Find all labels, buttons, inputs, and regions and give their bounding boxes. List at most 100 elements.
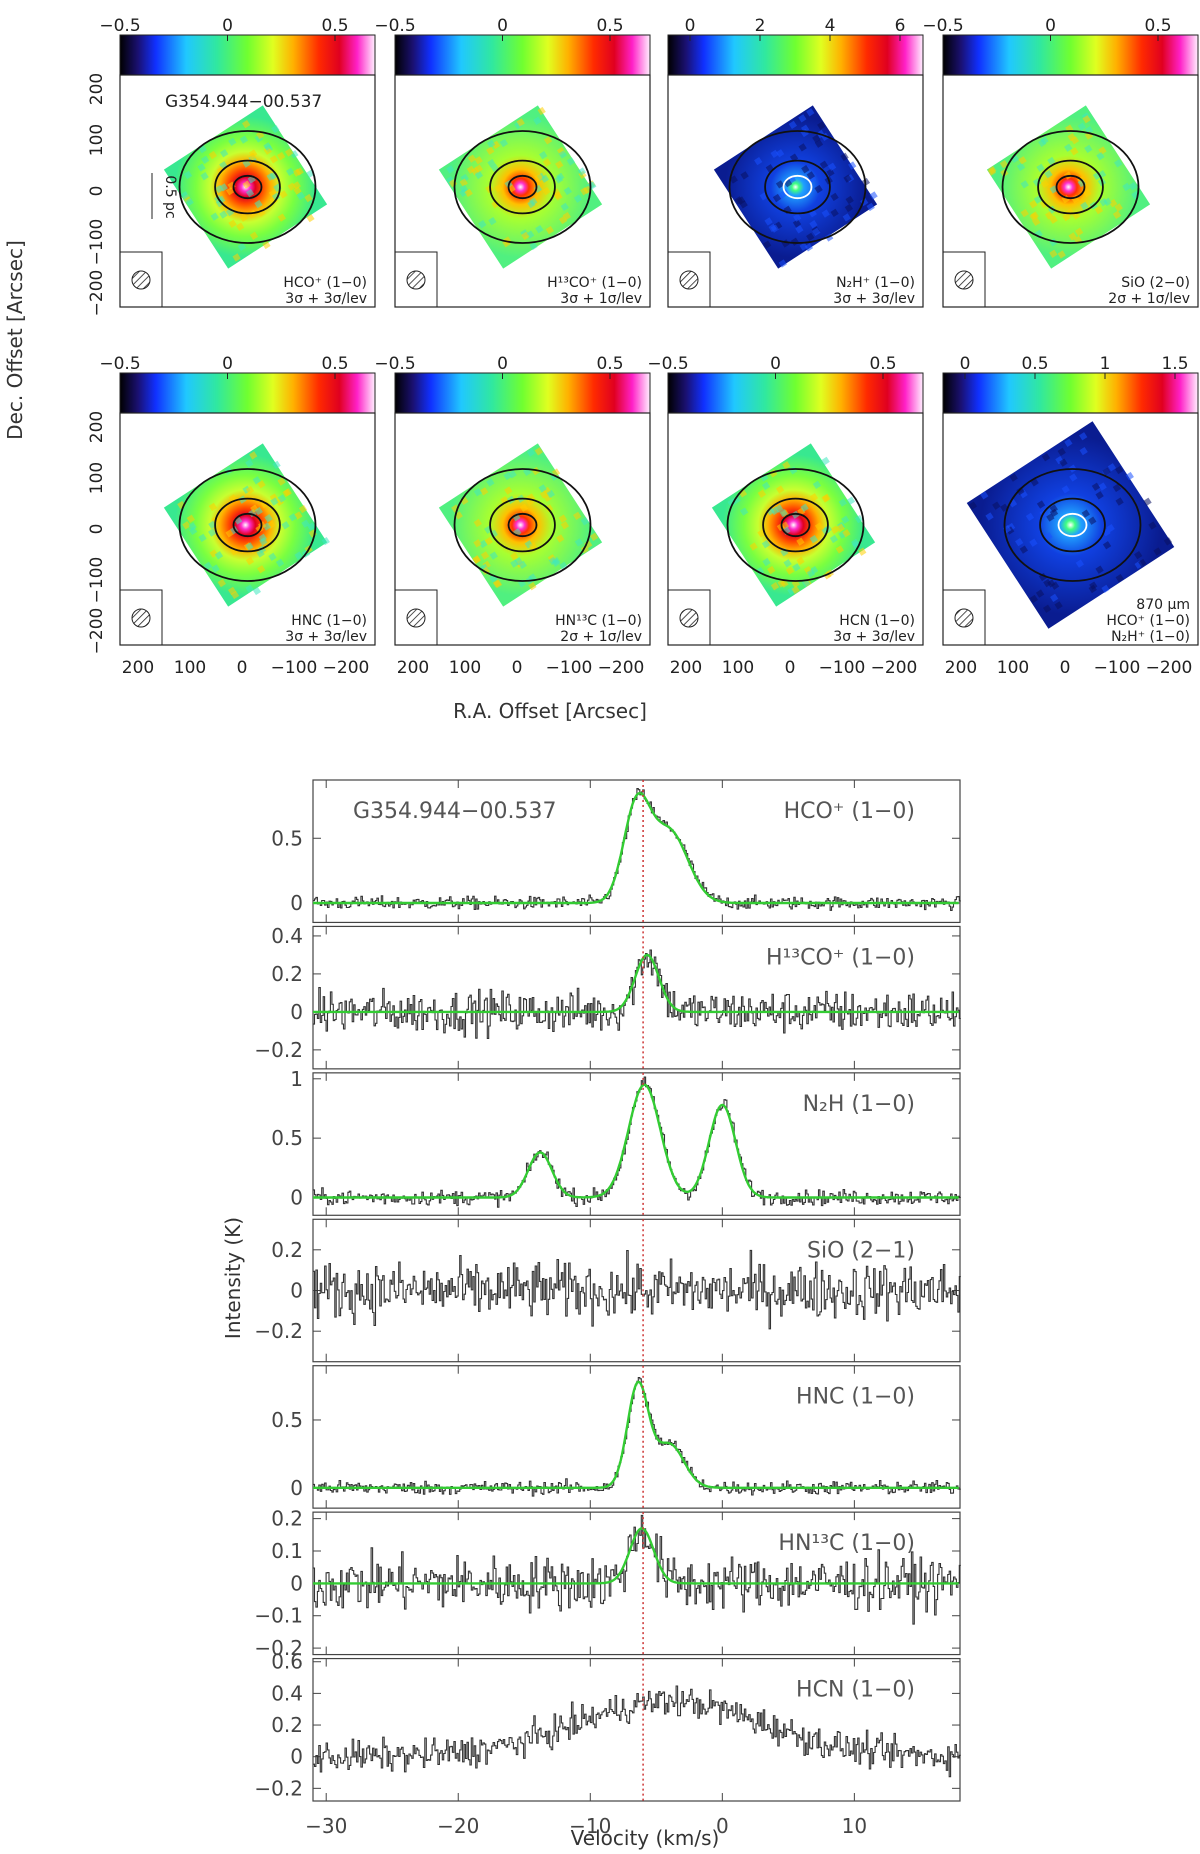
colorbar <box>119 34 376 76</box>
colorbar-tick-label: 0 <box>1045 16 1056 36</box>
y-tick-label: 0 <box>290 1000 303 1024</box>
y-tick-label: 0.4 <box>271 924 303 948</box>
gaussian-fit <box>313 792 959 905</box>
scale-bar-label: 0.5 pc <box>162 175 178 218</box>
map-x-tick-label: −200 <box>598 658 645 678</box>
spectrum-trace <box>313 1685 961 1778</box>
spectrum-panel: −0.2 0 0.2 0.4 0.6 HCN (1−0) <box>254 1650 961 1802</box>
beam-icon <box>131 608 151 628</box>
colorbar <box>942 34 1199 76</box>
beam-icon <box>406 608 426 628</box>
gaussian-fit <box>313 953 959 1014</box>
map-source-label: G354.944−00.537 <box>165 92 322 112</box>
emission-map <box>438 105 603 269</box>
map-molecule-label: HCO⁺ (1−0) <box>283 275 367 291</box>
map-molecule-label: HN¹³C (1−0) <box>555 613 642 629</box>
map-y-tick-label: 100 <box>87 124 107 156</box>
map-x-tick-label: 100 <box>449 658 481 678</box>
map-contour-label: 3σ + 3σ/lev <box>833 291 915 307</box>
map-contour-label: HCO⁺ (1−0) <box>1106 613 1190 629</box>
spectrum-trace <box>313 1249 961 1330</box>
y-tick-label: 0.6 <box>271 1650 303 1674</box>
y-tick-label: −0.1 <box>254 1604 303 1628</box>
colorbar-tick-label: 0.5 <box>1144 16 1171 36</box>
colorbar <box>942 372 1199 414</box>
map-y-axis-title: Dec. Offset [Arcsec] <box>3 240 27 440</box>
y-tick-label: 0.4 <box>271 1681 303 1705</box>
colorbar-tick-label: 0 <box>497 354 508 374</box>
map-panel: −0.5 0 0.5 SiO (2−0)2σ + 1σ/lev <box>922 16 1199 308</box>
colorbar-tick-label: 0.5 <box>1021 354 1048 374</box>
map-x-axis-title: R.A. Offset [Arcsec] <box>453 699 647 723</box>
y-tick-label: 0 <box>290 1185 303 1209</box>
colorbar-tick-label: 0 <box>497 16 508 36</box>
colorbar <box>394 34 651 76</box>
map-x-tick-label: 100 <box>997 658 1029 678</box>
map-molecule-label: N₂H⁺ (1−0) <box>836 275 915 291</box>
y-tick-label: 0 <box>290 1571 303 1595</box>
spectrum-panel: 0 0.5 HNC (1−0) <box>271 1365 961 1509</box>
map-x-tick-label: 0 <box>512 658 523 678</box>
y-tick-label: 0.2 <box>271 1713 303 1737</box>
map-panel: −0.5 0 0.5 HCO⁺ (1−0)3σ + 3σ/lev G354.944−00… <box>87 16 376 316</box>
map-y-tick-label: 0 <box>87 524 107 535</box>
map-x-tick-label: 100 <box>174 658 206 678</box>
spectrum-panel: 0 0.5 HCO⁺ (1−0) G354.944−00.537 <box>271 779 961 924</box>
colorbar-tick-label: 0.5 <box>321 354 348 374</box>
gaussian-fit <box>313 1380 959 1489</box>
map-y-tick-label: 100 <box>87 462 107 494</box>
map-x-tick-label: 0 <box>785 658 796 678</box>
map-x-tick-label: −100 <box>271 658 318 678</box>
colorbar-tick-label: −0.5 <box>374 16 415 36</box>
y-tick-label: 0 <box>290 1279 303 1303</box>
map-x-tick-label: 200 <box>122 658 154 678</box>
colorbar-tick-label: 0.5 <box>869 354 896 374</box>
y-tick-label: 0.5 <box>271 826 303 850</box>
map-x-tick-label: 0 <box>1060 658 1071 678</box>
x-tick-label: −10 <box>569 1814 611 1838</box>
y-tick-label: 0.1 <box>271 1539 303 1563</box>
emission-map <box>986 105 1151 269</box>
map-molecule-label: SiO (2−0) <box>1121 275 1190 291</box>
colorbar-tick-label: 0.5 <box>596 16 623 36</box>
y-tick-label: 0 <box>290 1476 303 1500</box>
y-tick-label: 0 <box>290 1745 303 1769</box>
map-molecule-label: HNC (1−0) <box>291 613 367 629</box>
y-tick-label: −0.2 <box>254 1636 303 1660</box>
colorbar-tick-label: 1 <box>1100 354 1111 374</box>
map-x-tick-label: −200 <box>871 658 918 678</box>
colorbar-tick-label: 0 <box>222 16 233 36</box>
colorbar-tick-label: −0.5 <box>922 16 963 36</box>
map-contour-label: 3σ + 3σ/lev <box>285 629 367 645</box>
map-molecule-label: 870 μm <box>1136 597 1190 613</box>
colorbar-tick-label: −0.5 <box>374 354 415 374</box>
map-molecule-label: HCN (1−0) <box>839 613 915 629</box>
gaussian-fit <box>313 1527 959 1585</box>
map-panel: −0.5 0 0.5 H¹³CO⁺ (1−0)3σ + 1σ/lev <box>374 16 651 308</box>
colorbar-tick-label: 0 <box>960 354 971 374</box>
y-tick-label: 0.2 <box>271 1238 303 1262</box>
x-tick-label: −20 <box>437 1814 479 1838</box>
series-label: N₂H (1−0) <box>803 1092 915 1117</box>
colorbar-tick-label: 0.5 <box>321 16 348 36</box>
colorbar-tick-label: 0 <box>222 354 233 374</box>
spectrum-trace <box>313 1376 961 1497</box>
series-label: H¹³CO⁺ (1−0) <box>766 945 915 970</box>
map-x-tick-label: −100 <box>819 658 866 678</box>
map-contour-label: 2σ + 1σ/lev <box>560 629 642 645</box>
spectrum-frame <box>312 779 961 924</box>
y-tick-label: 0.5 <box>271 1126 303 1150</box>
y-tick-label: −0.2 <box>254 1776 303 1800</box>
emission-map <box>711 443 876 607</box>
map-y-tick-label: 200 <box>87 411 107 443</box>
colorbar-tick-label: −0.5 <box>99 16 140 36</box>
spectrum-panel: −0.2 −0.1 0 0.1 0.2 HN¹³C (1−0) <box>254 1507 961 1660</box>
map-panel: −0.5 0 0.5 HCN (1−0)3σ + 3σ/lev 200 100 0 −100−… <box>647 354 924 678</box>
colorbar-tick-label: −0.5 <box>99 354 140 374</box>
colorbar-tick-label: 6 <box>895 16 906 36</box>
map-panel: 0 2 4 6 N₂H⁺ (1−0)3σ + 3σ/lev <box>667 16 924 308</box>
map-x-tick-label: 100 <box>722 658 754 678</box>
map-x-tick-label: 200 <box>670 658 702 678</box>
beam-icon <box>954 608 974 628</box>
x-tick-label: −30 <box>305 1814 347 1838</box>
